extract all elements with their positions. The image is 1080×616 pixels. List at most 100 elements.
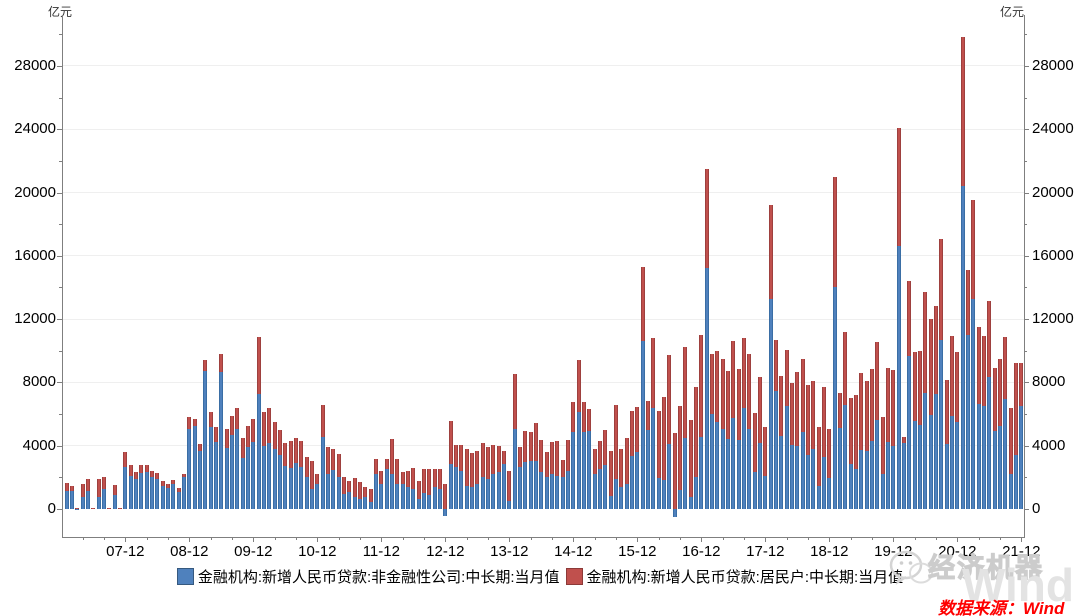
y-tick-left-12000 [57,319,62,321]
bar-corporate-2009-04 [208,426,213,509]
x-axis-label-17-12: 17-12 [746,543,785,560]
y-tick-left-20000 [57,192,62,194]
bar-household-2018-01 [768,205,773,299]
y-axis-label-right-4000: 4000 [1032,436,1066,454]
bar-corporate-2009-02 [197,450,202,509]
bar-household-2012-05 [405,470,410,488]
bar-household-2011-02 [325,447,330,475]
bar-corporate-2008-01 [128,475,133,509]
bar-corporate-2015-07 [608,495,613,509]
bar-corporate-2021-09 [1003,399,1008,509]
bar-household-2011-09 [363,487,368,498]
bar-corporate-2017-03 [715,422,720,509]
bar-corporate-2011-04 [336,477,341,509]
bar-corporate-2018-07 [800,431,805,509]
bar-corporate-2019-01 [832,287,837,509]
x-tick-18-12 [829,537,831,542]
x-minortick-51 [338,537,340,540]
chart-legend: 金融机构:新增人民币贷款:非金融性公司:中长期:当月值 金融机构:新增人民币贷款… [0,566,1080,587]
bar-household-2015-07 [608,450,613,496]
bar-household-2016-03 [651,338,656,409]
bar-corporate-2015-02 [581,432,586,509]
bar-household-2007-01 [64,483,69,491]
y-axis-label-left-20000: 20000 [14,183,56,201]
bar-household-2019-03 [843,332,848,405]
bar-household-2013-06 [475,450,480,484]
unit-label-left: 亿元 [48,5,73,19]
bar-household-2012-04 [400,472,405,484]
bar-household-2015-06 [603,429,608,465]
x-minortick-31 [232,537,233,540]
bar-household-2007-12 [123,452,128,468]
bar-corporate-2015-11 [629,455,634,509]
bar-corporate-2009-07 [224,448,229,509]
bar-corporate-2018-06 [795,445,800,509]
bar-corporate-2018-09 [811,448,816,509]
bar-household-2012-10 [432,468,437,488]
y-tick-right-0 [1024,509,1029,510]
bar-household-2019-12 [891,369,896,447]
gridline-24000 [62,128,1024,130]
bar-household-2018-04 [784,349,789,406]
bar-household-2016-12 [699,335,704,438]
bar-household-2020-08 [933,306,938,395]
bar-household-2019-05 [853,395,858,470]
bar-corporate-2014-07 [544,477,549,509]
bar-corporate-2012-07 [416,499,421,509]
bar-corporate-2012-03 [395,483,400,509]
bar-corporate-2017-09 [747,429,752,509]
y-minortick-right-26000 [1024,97,1027,99]
x-minortick-135 [786,537,788,540]
bar-corporate-2018-01 [768,298,773,509]
bar-corporate-2021-07 [992,430,997,509]
bar-household-2011-06 [347,480,352,493]
y-axis-label-right-16000: 16000 [1032,246,1074,264]
x-minortick-7 [104,537,105,540]
legend-swatch-blue [176,568,194,585]
x-minortick-163 [936,537,937,540]
y-axis-label-right-24000: 24000 [1032,120,1074,138]
bar-household-2017-10 [752,412,757,472]
y-tick-left-24000 [57,129,62,131]
bar-household-2016-05 [661,396,666,481]
bar-corporate-2012-02 [389,474,394,509]
bar-household-2013-07 [480,443,485,477]
bar-corporate-2019-10 [880,473,885,509]
bar-household-2020-07 [928,318,933,415]
bar-household-2012-12 [443,484,448,509]
bar-household-2011-04 [336,454,341,478]
bar-household-2016-09 [683,347,688,439]
bar-household-2014-07 [544,452,549,478]
bar-corporate-2013-01 [448,463,453,509]
bar-corporate-2013-07 [480,476,485,509]
bar-household-2012-02 [389,438,394,475]
bar-corporate-2019-05 [853,469,858,509]
y-tick-left-28000 [57,65,62,67]
bar-household-2012-09 [427,468,432,495]
bar-corporate-2011-10 [368,502,373,509]
bar-household-2021-11 [1013,362,1018,455]
bar-corporate-2011-09 [363,497,368,509]
bar-household-2008-06 [155,473,160,479]
bar-household-2008-05 [149,471,154,478]
bar-household-2009-10 [240,437,245,458]
bar-corporate-2007-10 [112,494,117,509]
bar-household-2019-10 [880,417,885,474]
bar-household-2009-02 [197,444,202,451]
y-axis-label-right-8000: 8000 [1032,373,1066,391]
bar-corporate-2017-11 [757,442,762,509]
bar-corporate-2019-09 [875,419,880,509]
bar-household-2017-04 [720,358,725,430]
x-minortick-27 [210,537,212,540]
bar-corporate-2011-07 [352,497,357,509]
bar-corporate-2017-12 [763,476,768,509]
x-minortick-19 [168,537,169,540]
bar-corporate-2016-01 [640,341,645,509]
bar-household-2017-07 [736,368,741,441]
bar-corporate-2008-06 [155,478,160,509]
bar-corporate-2012-11 [437,488,442,509]
bar-household-2015-02 [581,402,586,433]
bar-corporate-2018-04 [784,405,789,509]
x-minortick-91 [552,537,553,540]
